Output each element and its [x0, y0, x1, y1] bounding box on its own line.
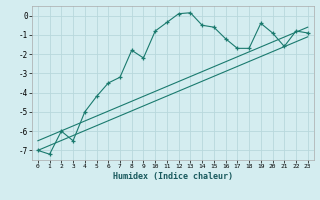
X-axis label: Humidex (Indice chaleur): Humidex (Indice chaleur) [113, 172, 233, 181]
